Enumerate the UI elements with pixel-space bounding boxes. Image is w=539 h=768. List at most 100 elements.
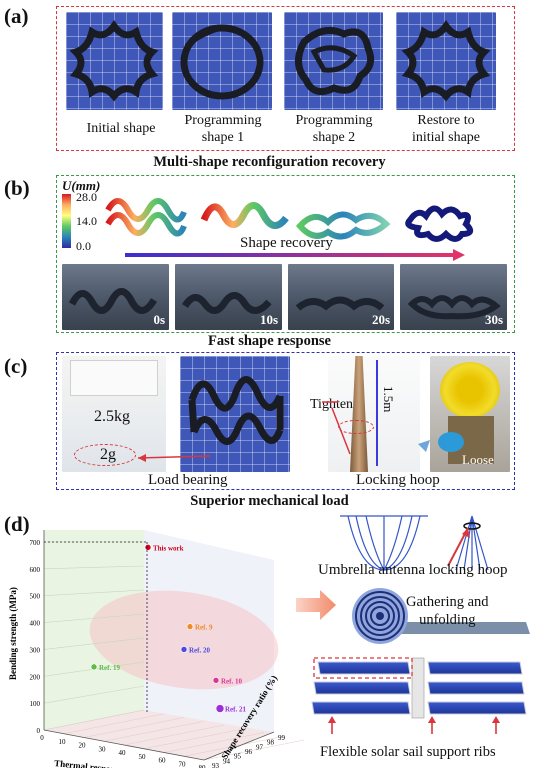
photo-time-10s: 10s [175,264,282,330]
x-gridline [103,721,205,742]
x-gridline [183,736,285,757]
x-gridline [123,724,225,746]
shape-recovery-label: Shape recovery [240,235,333,251]
photo-loose-roll: Loose [430,356,510,472]
bottle-label-sticker [70,360,158,396]
sim-shape-4 [405,205,474,242]
x-tick-label: 30 [99,745,107,753]
time-label-0s: 0s [153,312,165,327]
simulation-shapes [105,198,474,242]
roll-yellow [440,362,500,418]
loose-hoop [438,432,464,452]
panel-a-letter: (a) [4,4,29,28]
x-tick-label: 60 [159,757,167,765]
photo-initial-shape [66,12,163,110]
caption-programming-shape-1: Programming shape 1 [184,113,262,145]
y-tick-label: 700 [30,539,41,547]
sim-shape-2 [200,202,289,229]
x-tick-label: 10 [59,738,67,746]
x-tick-label: 80 [199,764,207,768]
z-axis-line [203,731,275,761]
shape-recovery-arrow [125,249,465,261]
x-gridline [163,732,265,753]
z-tick-label: 94 [223,757,231,765]
chart-floor [44,710,274,760]
locking-hoop-caption: Locking hoop [356,472,440,488]
point-label: Ref. 9 [195,624,213,632]
point-label: Ref. 20 [189,646,210,654]
x-axis-line [43,729,205,761]
point-label: Ref. 10 [221,677,242,685]
time-label-20s: 20s [371,312,390,327]
x-tick-label: 20 [79,742,87,750]
panel-a-frame [56,6,515,151]
scatter-point [144,544,152,551]
weight-label: 2.5kg [94,408,130,425]
y-axis-label: Bending strength (MPa) [8,587,18,680]
y-tick-label: 0 [37,727,41,735]
x-axis-label: Thermal response rate (s) [54,758,153,768]
caption-initial-shape: Initial shape [86,121,156,136]
panel-c-letter: (c) [4,354,28,378]
z-tick-label: 97 [256,743,264,751]
sim-shape-1 [105,198,187,237]
colorbar-label: U(mm) [62,178,101,193]
y-gridline [43,589,145,597]
time-label-10s: 10s [259,312,278,327]
y-tick-label: 400 [30,620,41,628]
gathering-caption: Gathering and unfolding [406,594,489,628]
y-tick-label: 500 [30,593,41,601]
photo-weight-bottle: 2.5kg 2g [62,356,166,472]
panel-d-letter: (d) [4,512,30,536]
y-gridline [43,685,145,704]
z-tick-label: 93 [212,762,220,768]
chart-back-wall [44,530,144,730]
tighten-label: Tighten [310,397,354,412]
height-label: 1.5m [381,386,396,413]
caption-programming-shape-2: Programming shape 2 [295,113,373,145]
photo-time-20s: 20s [288,264,394,330]
point-label: Ref. 19 [99,664,120,672]
panel-a-title: Multi-shape reconfiguration recovery [153,154,386,170]
x-tick-label: 0 [40,734,44,742]
y-gridline [43,565,145,570]
chart-axes: 0 100 200 300 400 500 600 700 0 10 20 30 40 50 60 70 80 9… [30,530,286,768]
y-tick-label: 200 [30,673,41,681]
photo-programming-shape-1 [172,12,272,110]
x-tick-label: 50 [139,753,147,761]
chart-gridlines [43,541,304,761]
z-tick-label: 98 [267,739,275,747]
z-tick-label: 95 [234,753,242,761]
colorbar-tick-mid: 14.0 [76,214,97,228]
chart-3d-scatter: 0 100 200 300 400 500 600 700 0 10 20 30 40 50 60 70 80 9… [8,530,304,768]
z-tick-label: 96 [245,748,253,756]
tighten-ellipse [338,420,374,434]
antenna-caption: Umbrella antenna locking hoop [318,562,508,578]
x-tick-label: 40 [119,749,127,757]
load-bearing-caption: Load bearing [148,472,228,488]
panel-b-frame [56,175,515,333]
photo-restore-initial-shape [396,12,496,110]
big-arrow-right [296,590,336,620]
scatter-point [180,646,188,653]
y-gridline [43,613,145,623]
caption-restore-initial-shape: Restore to initial shape [411,113,481,145]
x-gridline [203,739,304,761]
scatter-point [215,704,225,713]
scatter-point [186,623,194,630]
load-ellipse [74,444,136,466]
height-arrow [376,360,378,466]
colorbar-tick-min: 0.0 [76,239,91,253]
panel-b-title: Fast shape response [208,333,331,349]
panel-c-frame [56,352,515,490]
panel-c-arrows [137,401,430,462]
x-tick-label: 70 [179,760,187,768]
solar-caption: Flexible solar sail support ribs [320,744,496,760]
x-gridline [63,713,165,734]
z-tick-label: 99 [278,734,286,742]
y-tick-label: 300 [30,646,41,654]
x-gridline [83,717,185,738]
y-tick-label: 600 [30,566,41,574]
x-gridline [43,709,145,731]
panel-c-title: Superior mechanical load [190,493,349,509]
